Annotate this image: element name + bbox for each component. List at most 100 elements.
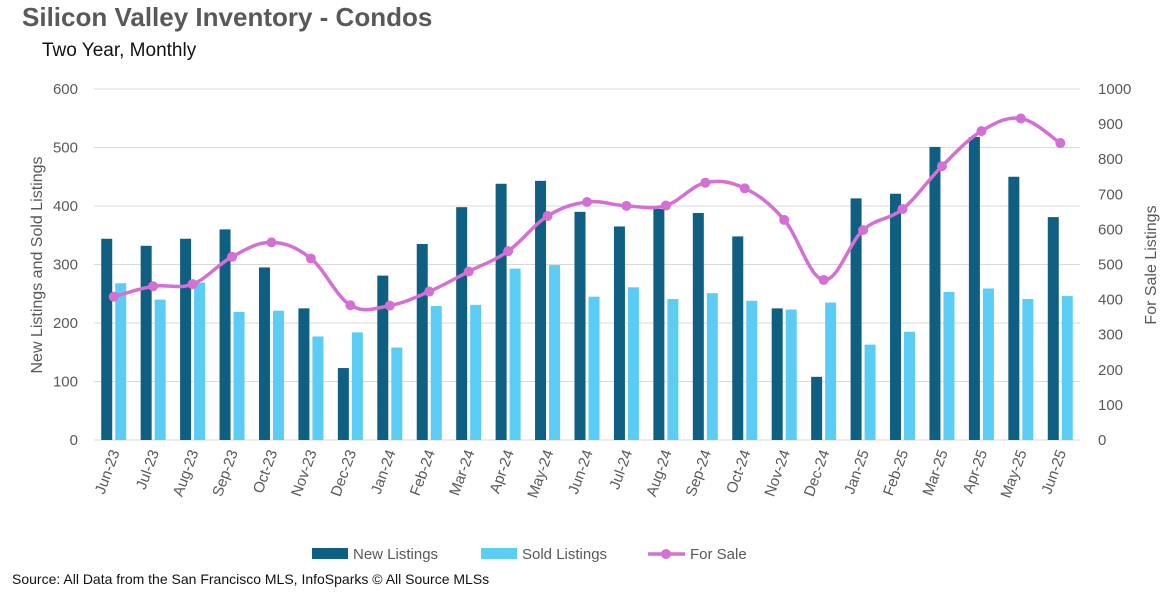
x-tick-label: Mar-25 <box>919 448 951 498</box>
x-tick-label: Feb-24 <box>407 448 439 498</box>
bar-new-listings <box>140 245 152 440</box>
for-sale-point <box>345 300 356 311</box>
bar-new-listings <box>574 211 586 440</box>
left-axis-ticks: 0 100 200 300 400 500 600 <box>53 81 78 449</box>
bar-new-listings <box>653 208 665 440</box>
for-sale-point <box>818 274 829 285</box>
left-axis-title: New Listings and Sold Listings <box>29 156 46 373</box>
for-sale-point <box>779 214 790 225</box>
legend-label-new-listings: New Listings <box>353 546 438 563</box>
for-sale-point <box>542 211 553 222</box>
bar-sold-listings <box>351 332 363 440</box>
y2-tick-label: 1000 <box>1098 81 1131 98</box>
bar-sold-listings <box>588 296 600 440</box>
y2-tick-label: 900 <box>1098 116 1123 133</box>
y2-tick-label: 600 <box>1098 221 1123 238</box>
bar-sold-listings <box>115 283 127 440</box>
bar-new-listings <box>850 198 862 440</box>
legend-marker-for-sale <box>661 549 671 559</box>
for-sale-point <box>976 126 987 137</box>
x-tick-label: May-24 <box>524 448 557 501</box>
chart-title: Silicon Valley Inventory - Condos <box>22 2 433 32</box>
for-sale-point <box>503 246 514 257</box>
for-sale-point <box>108 291 119 302</box>
bar-sold-listings <box>312 336 324 440</box>
for-sale-line <box>113 116 1062 312</box>
bar-sold-listings <box>943 291 955 440</box>
bar-sold-listings <box>391 347 403 440</box>
x-tick-label: Aug-24 <box>643 448 676 499</box>
for-sale-point <box>187 279 198 290</box>
bar-new-listings <box>1047 217 1059 440</box>
bar-new-listings <box>337 368 349 440</box>
y2-tick-label: 100 <box>1098 397 1123 414</box>
right-axis-ticks: 0 100 200 300 400 500 600 700 800 900 1000 <box>1098 81 1131 449</box>
x-tick-label: Jul-23 <box>133 448 163 492</box>
legend-label-for-sale: For Sale <box>690 546 747 563</box>
x-tick-label: Jul-24 <box>606 448 636 492</box>
for-sale-point <box>582 197 592 208</box>
bar-sold-listings <box>549 265 561 440</box>
bar-new-listings <box>456 207 468 440</box>
for-sale-point <box>936 161 947 172</box>
x-tick-label: Apr-25 <box>960 448 991 496</box>
legend: New Listings Sold Listings For Sale <box>312 546 747 563</box>
x-tick-label: Aug-23 <box>170 448 203 499</box>
x-tick-label: Nov-24 <box>761 448 794 499</box>
for-sale-point <box>1015 113 1026 124</box>
y2-tick-label: 300 <box>1098 327 1123 344</box>
bar-sold-listings <box>272 310 284 440</box>
y2-tick-label: 500 <box>1098 257 1123 274</box>
x-tick-label: Nov-23 <box>288 448 321 499</box>
bar-sold-listings <box>982 288 994 440</box>
bar-sold-listings <box>470 304 482 440</box>
chart-subtitle: Two Year, Monthly <box>42 40 197 61</box>
bar-sold-listings <box>1061 296 1073 440</box>
y2-tick-label: 200 <box>1098 362 1123 379</box>
bar-sold-listings <box>706 293 718 440</box>
y2-tick-label: 800 <box>1098 151 1123 168</box>
y-tick-label: 400 <box>53 198 78 215</box>
bar-sold-listings <box>667 299 679 440</box>
gridlines <box>94 88 1080 441</box>
bar-new-listings <box>968 136 980 440</box>
for-sale-point <box>897 204 908 215</box>
bar-new-listings <box>219 229 231 440</box>
bar-sold-listings <box>825 302 837 440</box>
right-axis-title: For Sale Listings <box>1143 205 1160 324</box>
for-sale-point <box>700 177 711 188</box>
bar-new-listings <box>535 180 547 440</box>
x-tick-label: Sep-24 <box>683 448 716 499</box>
y2-tick-label: 700 <box>1098 186 1123 203</box>
for-sale-point <box>305 253 316 264</box>
bar-sold-listings <box>785 309 797 440</box>
bar-sold-listings <box>509 268 521 440</box>
bar-new-listings <box>732 236 744 440</box>
legend-label-sold-listings: Sold Listings <box>522 546 607 563</box>
y-tick-label: 0 <box>70 432 78 449</box>
x-tick-label: Dec-23 <box>328 448 361 499</box>
y-tick-label: 200 <box>53 315 78 332</box>
bar-sold-listings <box>430 306 442 440</box>
x-tick-label: Mar-24 <box>446 448 478 498</box>
x-tick-label: Dec-24 <box>801 448 834 499</box>
bar-sold-listings <box>864 344 876 440</box>
bar-new-listings <box>377 275 389 440</box>
bar-new-listings <box>890 193 902 440</box>
for-sale-point <box>621 200 632 211</box>
x-tick-label: Jun-24 <box>565 448 597 497</box>
bar-sold-listings <box>1022 299 1034 440</box>
bar-new-listings <box>101 238 113 440</box>
bar-sold-listings <box>904 331 916 440</box>
x-tick-label: May-25 <box>998 448 1031 501</box>
legend-swatch-sold-listings <box>481 548 517 559</box>
bar-new-listings <box>692 213 704 440</box>
for-sale-point <box>266 237 277 248</box>
x-tick-label: Feb-25 <box>880 448 912 498</box>
bar-new-listings <box>180 238 192 440</box>
x-tick-label: Oct-23 <box>250 448 281 496</box>
bar-sold-listings <box>746 300 758 440</box>
bar-sold-listings <box>154 299 166 440</box>
bar-new-listings <box>495 183 507 440</box>
y2-tick-label: 0 <box>1098 432 1106 449</box>
